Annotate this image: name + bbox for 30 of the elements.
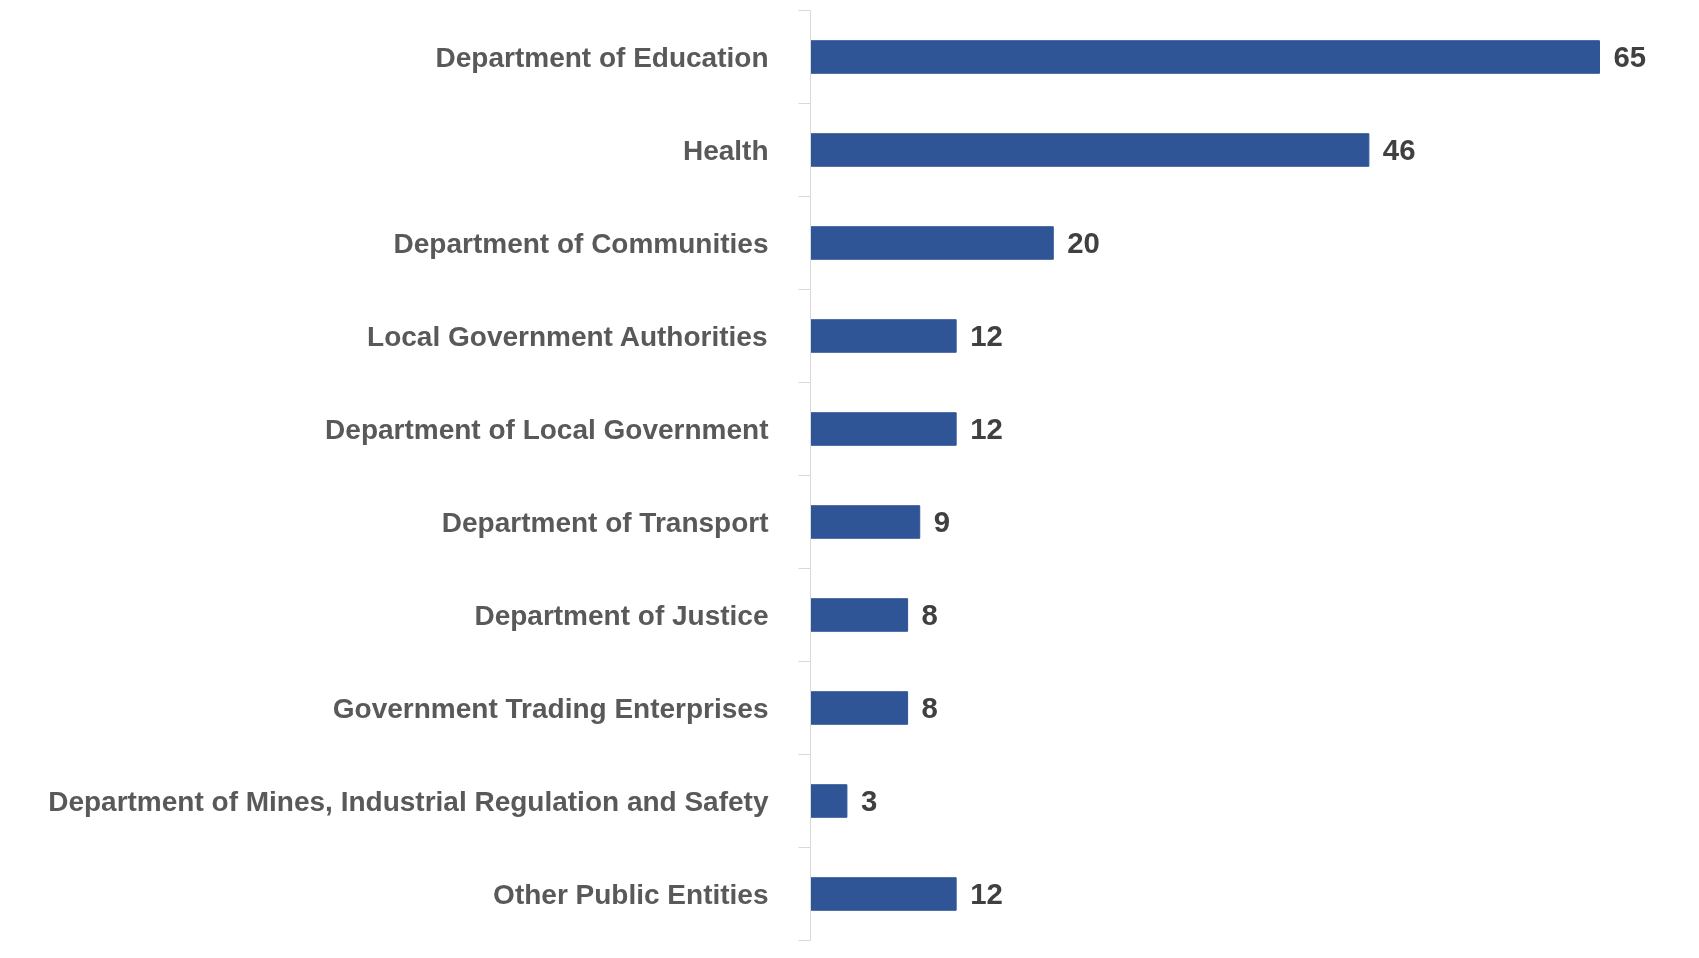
data-label: 12 xyxy=(970,877,1003,910)
data-label: 12 xyxy=(970,319,1003,352)
bar xyxy=(810,691,909,725)
y-tick-label: Department of Local Government xyxy=(325,413,769,445)
bar xyxy=(810,598,909,632)
y-tick-label: Government Trading Enterprises xyxy=(332,692,769,724)
y-tick-label: Department of Justice xyxy=(474,599,769,631)
y-tick-label: Health xyxy=(682,134,769,166)
bar xyxy=(810,133,1370,167)
data-label: 20 xyxy=(1067,226,1100,259)
bar xyxy=(810,505,921,539)
bar xyxy=(810,877,957,911)
bar xyxy=(810,226,1054,260)
data-label: 65 xyxy=(1613,40,1647,73)
y-tick-label: Department of Mines, Industrial Regulation and Safety xyxy=(48,785,769,817)
data-label: 3 xyxy=(860,784,878,817)
bar xyxy=(810,784,848,818)
y-tick-label: Department of Transport xyxy=(441,506,769,538)
data-label: 12 xyxy=(970,412,1003,445)
bar xyxy=(810,40,1600,74)
y-tick-label: Department of Communities xyxy=(393,227,769,259)
data-label: 9 xyxy=(933,505,951,538)
y-tick-label: Local Government Authorities xyxy=(367,320,768,352)
data-label: 46 xyxy=(1382,133,1416,166)
data-label: 8 xyxy=(921,691,938,724)
data-label: 8 xyxy=(921,598,938,631)
y-tick-label: Department of Education xyxy=(435,41,769,73)
bar xyxy=(810,319,957,353)
bar xyxy=(810,412,957,446)
y-tick-label: Other Public Entities xyxy=(493,878,769,910)
